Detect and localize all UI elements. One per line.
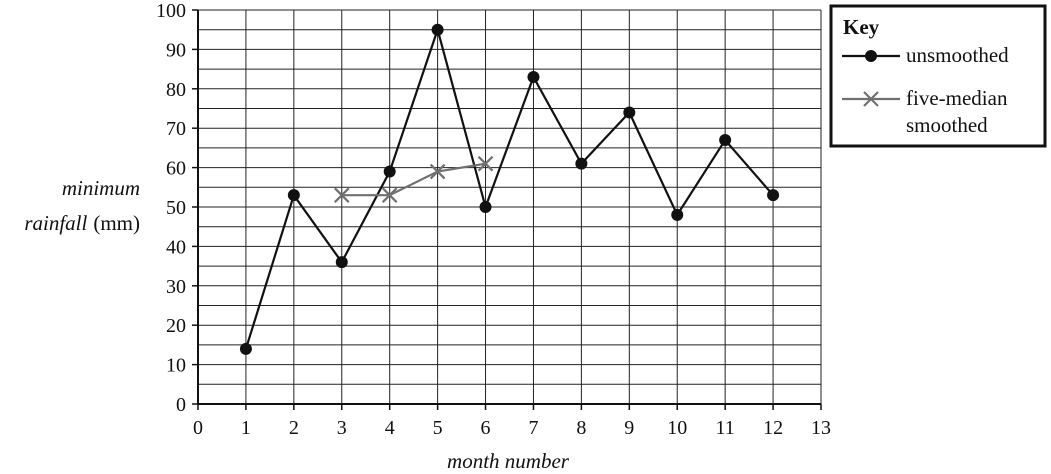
data-point — [239, 342, 252, 355]
y-tick-label: 90 — [166, 39, 186, 61]
data-point — [429, 163, 446, 180]
legend-unsmoothed-label: unsmoothed — [906, 43, 1009, 67]
y-tick-label: 30 — [166, 276, 186, 298]
data-point — [381, 187, 398, 203]
legend-box — [829, 4, 1047, 148]
x-axis-label: month number — [447, 449, 570, 473]
x-tick-label: 11 — [716, 417, 735, 439]
y-tick-label: 20 — [166, 315, 186, 337]
data-point — [575, 157, 588, 170]
x-tick-label: 13 — [811, 417, 831, 439]
chart-grid — [197, 9, 822, 405]
y-tick-label: 0 — [176, 394, 186, 416]
x-tick-label: 6 — [481, 417, 491, 439]
data-point — [623, 106, 636, 119]
legend-title: Key — [843, 15, 880, 39]
y-axis-label-line2: rainfall (mm) — [24, 211, 140, 235]
x-tick-label: 5 — [433, 417, 443, 439]
data-point — [333, 187, 350, 203]
x-tick-label: 4 — [385, 417, 395, 439]
data-point — [287, 189, 300, 202]
data-point — [477, 155, 494, 172]
data-point — [671, 208, 684, 221]
cross-stroke — [429, 163, 446, 180]
legend-smoothed-marker — [863, 91, 879, 107]
series-five-median-smoothed — [333, 155, 494, 203]
y-tick-label: 40 — [166, 236, 186, 258]
legend-smoothed-label-line2: smoothed — [906, 113, 988, 137]
y-axis-label-unit: (mm) — [93, 211, 140, 235]
data-point — [479, 201, 492, 213]
legend-smoothed-label-line1: five-median — [906, 86, 1008, 110]
x-tick-label: 8 — [576, 417, 586, 439]
series-line — [244, 25, 774, 350]
y-tick-label: 50 — [166, 197, 186, 219]
series-line — [341, 162, 486, 197]
y-tick-label: 80 — [166, 79, 186, 101]
chart-series — [239, 23, 780, 355]
x-tick-label: 12 — [763, 417, 783, 439]
legend: Key unsmoothed five-median smoothed — [829, 4, 1047, 148]
data-point — [383, 165, 396, 178]
y-tick-label: 100 — [156, 0, 186, 22]
cross-stroke — [381, 187, 398, 203]
x-tick-label: 9 — [624, 417, 634, 439]
legend-unsmoothed-marker — [865, 50, 877, 62]
chart-axes — [192, 9, 822, 410]
data-point — [719, 134, 732, 147]
x-tick-label: 1 — [241, 417, 251, 439]
data-point — [335, 256, 348, 269]
x-tick-label: 0 — [193, 417, 203, 439]
x-tick-label: 7 — [528, 417, 538, 439]
x-tick-label: 3 — [337, 417, 347, 439]
data-point — [767, 189, 780, 202]
x-tick-label: 2 — [289, 417, 299, 439]
cross-stroke — [333, 187, 350, 203]
x-tick-label: 10 — [667, 417, 687, 439]
data-point — [527, 70, 540, 83]
series-unsmoothed — [239, 23, 780, 355]
y-axis-label-rainfall: rainfall — [24, 211, 87, 235]
data-point — [431, 23, 444, 36]
y-tick-label: 10 — [166, 355, 186, 377]
y-axis-label-line1: minimum — [62, 176, 140, 200]
y-tick-label: 60 — [166, 158, 186, 180]
y-tick-label: 70 — [166, 118, 186, 140]
cross-stroke — [477, 155, 494, 172]
